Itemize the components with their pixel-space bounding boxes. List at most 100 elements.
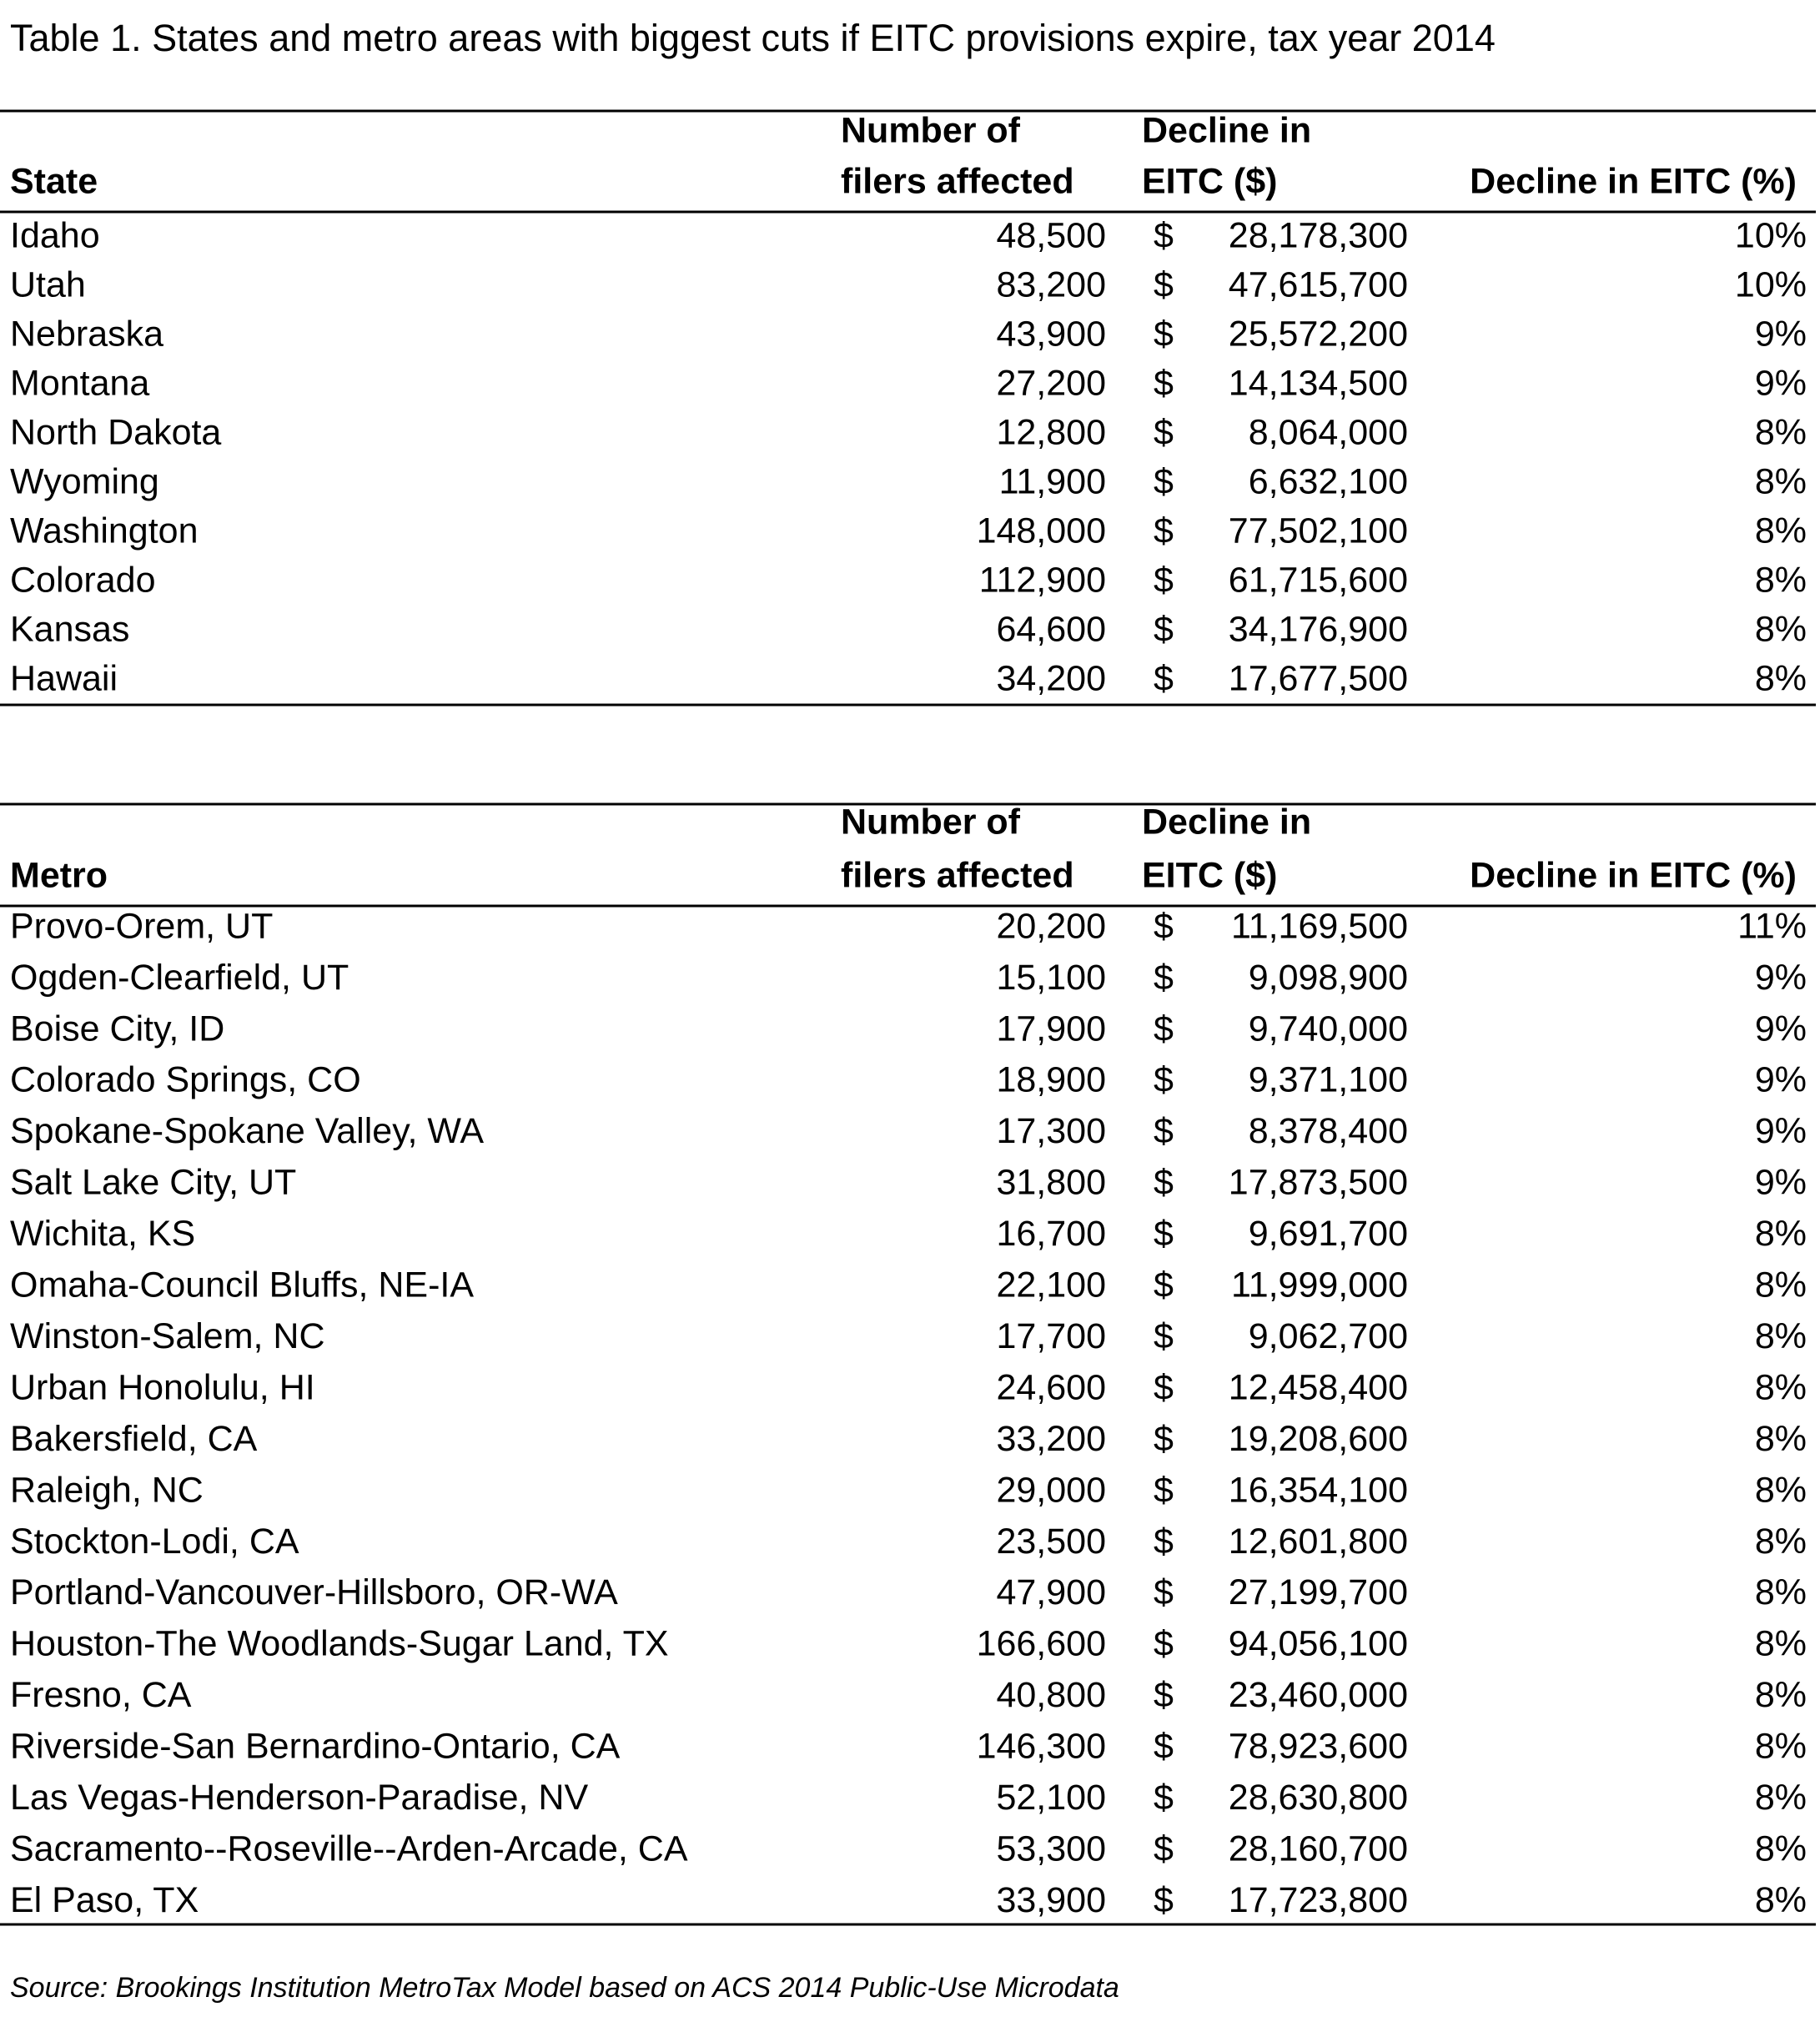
decline-dollars-cell: 9,098,900 xyxy=(1249,958,1408,998)
decline-percent-cell: 8% xyxy=(1755,1675,1807,1715)
decline-percent-cell: 8% xyxy=(1755,1419,1807,1459)
decline-dollars-cell: 28,178,300 xyxy=(1229,215,1408,255)
decline-dollars-cell: 78,923,600 xyxy=(1229,1727,1408,1767)
currency-sign: $ xyxy=(1154,1778,1174,1818)
currency-sign: $ xyxy=(1154,1008,1174,1049)
decline-dollars-cell: 27,199,700 xyxy=(1229,1572,1408,1612)
row-label: Boise City, ID xyxy=(10,1008,224,1049)
decline-percent-cell: 9% xyxy=(1755,958,1807,998)
row-label: Spokane-Spokane Valley, WA xyxy=(10,1111,484,1151)
row-label: North Dakota xyxy=(10,412,221,452)
column-header: State xyxy=(10,161,98,201)
currency-sign: $ xyxy=(1154,1522,1174,1562)
decline-percent-cell: 8% xyxy=(1755,1316,1807,1356)
filers-cell: 17,700 xyxy=(996,1316,1106,1356)
filers-cell: 24,600 xyxy=(996,1367,1106,1407)
filers-cell: 27,200 xyxy=(996,363,1106,403)
filers-cell: 146,300 xyxy=(977,1727,1106,1767)
decline-percent-cell: 8% xyxy=(1755,1265,1807,1305)
column-header: filers affected xyxy=(841,855,1074,895)
filers-cell: 112,900 xyxy=(979,560,1106,600)
row-label: Provo-Orem, UT xyxy=(10,906,273,946)
decline-dollars-cell: 12,458,400 xyxy=(1229,1367,1408,1407)
decline-dollars-cell: 8,064,000 xyxy=(1249,412,1408,452)
decline-dollars-cell: 12,601,800 xyxy=(1229,1522,1408,1562)
decline-percent-cell: 8% xyxy=(1755,658,1807,698)
row-label: Salt Lake City, UT xyxy=(10,1163,296,1203)
decline-dollars-cell: 25,572,200 xyxy=(1229,314,1408,354)
row-label: Colorado xyxy=(10,560,156,600)
decline-dollars-cell: 9,740,000 xyxy=(1249,1008,1408,1049)
decline-percent-cell: 8% xyxy=(1755,461,1807,501)
decline-percent-cell: 8% xyxy=(1755,1778,1807,1818)
filers-cell: 166,600 xyxy=(977,1624,1106,1664)
decline-percent-cell: 8% xyxy=(1755,1522,1807,1562)
row-label: Wichita, KS xyxy=(10,1214,195,1254)
currency-sign: $ xyxy=(1154,560,1174,600)
column-header: Metro xyxy=(10,855,108,895)
row-label: Utah xyxy=(10,264,86,304)
row-label: Stockton-Lodi, CA xyxy=(10,1522,299,1562)
decline-percent-cell: 8% xyxy=(1755,1470,1807,1510)
row-label: Hawaii xyxy=(10,658,118,698)
decline-percent-cell: 9% xyxy=(1755,363,1807,403)
column-header: Decline in xyxy=(1142,802,1311,842)
decline-percent-cell: 9% xyxy=(1755,314,1807,354)
decline-dollars-cell: 77,502,100 xyxy=(1229,511,1408,551)
filers-cell: 20,200 xyxy=(996,906,1106,946)
row-label: Winston-Salem, NC xyxy=(10,1316,325,1356)
currency-sign: $ xyxy=(1154,1880,1174,1920)
decline-percent-cell: 9% xyxy=(1755,1008,1807,1049)
filers-cell: 15,100 xyxy=(996,958,1106,998)
column-header: filers affected xyxy=(841,161,1074,201)
decline-percent-cell: 8% xyxy=(1755,560,1807,600)
decline-percent-cell: 8% xyxy=(1755,1828,1807,1869)
currency-sign: $ xyxy=(1154,1419,1174,1459)
decline-percent-cell: 9% xyxy=(1755,1060,1807,1100)
decline-dollars-cell: 11,169,500 xyxy=(1231,906,1408,946)
row-label: Idaho xyxy=(10,215,100,255)
column-header: Number of xyxy=(841,802,1021,842)
filers-cell: 53,300 xyxy=(996,1828,1106,1869)
decline-dollars-cell: 28,630,800 xyxy=(1229,1778,1408,1818)
currency-sign: $ xyxy=(1154,215,1174,255)
decline-dollars-cell: 11,999,000 xyxy=(1231,1265,1408,1305)
currency-sign: $ xyxy=(1154,1470,1174,1510)
decline-dollars-cell: 17,873,500 xyxy=(1229,1163,1408,1203)
row-label: Bakersfield, CA xyxy=(10,1419,258,1459)
filers-cell: 40,800 xyxy=(996,1675,1106,1715)
decline-dollars-cell: 47,615,700 xyxy=(1229,264,1408,304)
title: Table 1. States and metro areas with big… xyxy=(10,17,1496,59)
currency-sign: $ xyxy=(1154,1675,1174,1715)
decline-dollars-cell: 28,160,700 xyxy=(1229,1828,1408,1869)
decline-dollars-cell: 94,056,100 xyxy=(1229,1624,1408,1664)
filers-cell: 34,200 xyxy=(996,658,1106,698)
decline-percent-cell: 8% xyxy=(1755,1367,1807,1407)
decline-percent-cell: 10% xyxy=(1735,215,1807,255)
row-label: Riverside-San Bernardino-Ontario, CA xyxy=(10,1727,621,1767)
currency-sign: $ xyxy=(1154,1316,1174,1356)
decline-dollars-cell: 9,062,700 xyxy=(1249,1316,1408,1356)
filers-cell: 17,300 xyxy=(996,1111,1106,1151)
row-label: Portland-Vancouver-Hillsboro, OR-WA xyxy=(10,1572,618,1612)
decline-percent-cell: 8% xyxy=(1755,1572,1807,1612)
filers-cell: 83,200 xyxy=(996,264,1106,304)
filers-cell: 11,900 xyxy=(999,461,1106,501)
currency-sign: $ xyxy=(1154,1572,1174,1612)
filers-cell: 31,800 xyxy=(996,1163,1106,1203)
column-header: Decline in EITC (%) xyxy=(1470,161,1797,201)
currency-sign: $ xyxy=(1154,1060,1174,1100)
filers-cell: 148,000 xyxy=(977,511,1106,551)
filers-cell: 33,900 xyxy=(996,1880,1106,1920)
decline-percent-cell: 10% xyxy=(1735,264,1807,304)
filers-cell: 29,000 xyxy=(996,1470,1106,1510)
row-label: Urban Honolulu, HI xyxy=(10,1367,315,1407)
decline-dollars-cell: 17,723,800 xyxy=(1229,1880,1408,1920)
decline-dollars-cell: 9,371,100 xyxy=(1249,1060,1408,1100)
filers-cell: 48,500 xyxy=(996,215,1106,255)
filers-cell: 18,900 xyxy=(996,1060,1106,1100)
decline-dollars-cell: 14,134,500 xyxy=(1229,363,1408,403)
column-header: EITC ($) xyxy=(1142,855,1277,895)
decline-percent-cell: 8% xyxy=(1755,1727,1807,1767)
